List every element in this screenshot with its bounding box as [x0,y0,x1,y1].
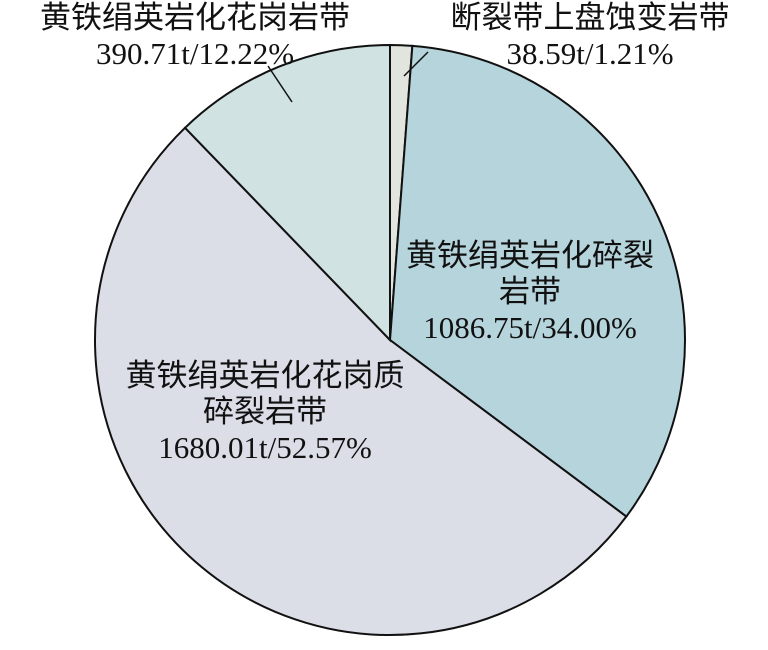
slice-label: 黄铁绢英岩化碎裂岩带 1086.75t/34.00% [395,238,665,346]
value-label: 1086.75t/34.00% [423,310,637,345]
leader-line [267,65,293,103]
pie-slice [183,43,391,343]
pie-slice [388,44,686,518]
value-label: 1680.01t/52.57% [158,430,372,465]
value-label: 38.59t/1.21% [506,36,674,71]
category-label: 黄铁绢英岩化花岗质碎裂岩带 [125,358,405,429]
category-label: 断裂带上盘蚀变岩带 [450,0,730,35]
slice-label: 断裂带上盘蚀变岩带 38.59t/1.21% [415,0,765,72]
category-label: 黄铁绢英岩化碎裂岩带 [406,238,654,309]
value-label: 390.71t/12.22% [95,36,295,71]
slice-label: 黄铁绢英岩化花岗质碎裂岩带 1680.01t/52.57% [120,358,410,466]
slice-label: 黄铁绢英岩化花岗岩带 390.71t/12.22% [0,0,390,72]
leader-line [403,51,429,77]
pie-slice [94,126,628,636]
category-label: 黄铁绢英岩化花岗岩带 [40,0,350,35]
